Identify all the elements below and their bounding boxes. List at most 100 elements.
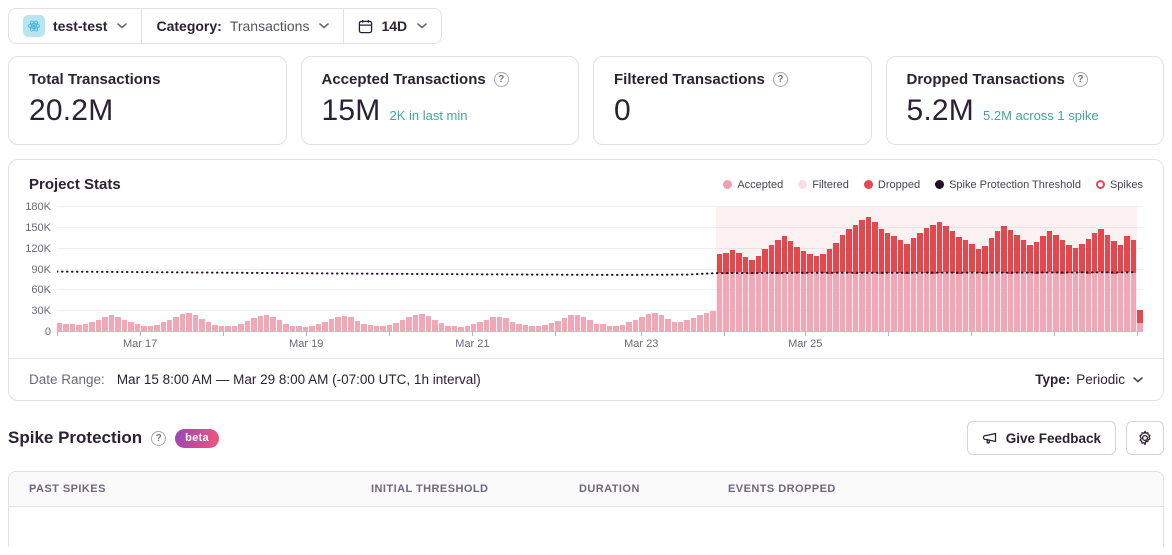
bar-accepted-segment xyxy=(723,273,729,332)
settings-button[interactable] xyxy=(1126,421,1164,455)
column-header-past-spikes: PAST SPIKES xyxy=(29,483,106,495)
bar-accepted-segment xyxy=(826,273,833,332)
chart-bar xyxy=(587,320,593,332)
bar-accepted-segment xyxy=(57,322,63,332)
bar-accepted-segment xyxy=(367,325,373,332)
chart-bar xyxy=(561,318,568,332)
filter-bar: test-test Category: Transactions 14D xyxy=(8,8,443,44)
bar-dropped-segment xyxy=(787,241,794,273)
bar-accepted-segment xyxy=(471,324,477,332)
chart-bar xyxy=(787,241,794,332)
y-axis-label: 30K xyxy=(31,305,51,318)
bar-accepted-segment xyxy=(1014,272,1020,332)
type-label: Type: xyxy=(1035,372,1071,387)
give-feedback-button[interactable]: Give Feedback xyxy=(966,421,1116,455)
chart-bar xyxy=(859,219,865,332)
x-axis-tick xyxy=(472,332,474,336)
bar-dropped-segment xyxy=(910,238,917,273)
bar-accepted-segment xyxy=(982,273,988,332)
chart-bar xyxy=(425,316,432,332)
table-header-row: PAST SPIKES INITIAL THRESHOLD DURATION E… xyxy=(9,472,1163,507)
help-icon[interactable]: ? xyxy=(151,430,167,446)
x-axis-tick xyxy=(970,332,972,336)
chart-bar xyxy=(471,324,477,332)
chart-bar xyxy=(373,325,380,332)
legend-item-spikes[interactable]: Spikes xyxy=(1095,179,1143,191)
bar-accepted-segment xyxy=(865,272,872,332)
bar-accepted-segment xyxy=(264,315,270,332)
date-period-selector[interactable]: 14D xyxy=(343,9,441,43)
chart-bar xyxy=(179,313,186,332)
chart-bar xyxy=(315,323,322,332)
chart-bar xyxy=(82,323,89,332)
bar-dropped-segment xyxy=(781,236,787,273)
bar-accepted-segment xyxy=(289,325,296,332)
bar-accepted-segment xyxy=(154,325,160,332)
bar-accepted-segment xyxy=(839,272,846,332)
chart: 0 30K 60K 90K 120K 150K 180K xyxy=(9,201,1163,338)
help-icon[interactable]: ? xyxy=(772,72,788,87)
chart-bar xyxy=(361,323,367,332)
bar-accepted-segment xyxy=(936,272,943,332)
legend-item-filtered[interactable]: Filtered xyxy=(798,179,849,191)
period-value: 14D xyxy=(381,18,408,34)
chart-bar xyxy=(522,325,529,332)
chart-bar xyxy=(1137,309,1143,332)
chart-bar xyxy=(57,322,63,332)
chart-bar xyxy=(1027,245,1033,332)
legend-item-dropped[interactable]: Dropped xyxy=(863,179,920,191)
bar-accepted-segment xyxy=(749,273,755,332)
bar-accepted-segment xyxy=(76,325,82,332)
bar-accepted-segment xyxy=(438,322,445,332)
x-axis-tick xyxy=(306,332,308,336)
bar-accepted-segment xyxy=(529,326,535,332)
chart-bar xyxy=(393,322,399,332)
bar-accepted-segment xyxy=(846,272,852,332)
bar-accepted-segment xyxy=(373,325,380,332)
type-selector[interactable]: Type: Periodic xyxy=(1035,372,1143,387)
chart-bar xyxy=(141,325,147,332)
bar-dropped-segment xyxy=(1040,236,1046,273)
chart-bar xyxy=(749,259,755,332)
project-selector[interactable]: test-test xyxy=(9,9,141,43)
bar-accepted-segment xyxy=(296,326,302,332)
bar-dropped-segment xyxy=(904,243,910,274)
chart-bar xyxy=(781,236,787,332)
chart-bar xyxy=(988,238,994,332)
chart-bar xyxy=(742,257,749,332)
bar-dropped-segment xyxy=(716,254,723,273)
chart-bar xyxy=(95,319,102,332)
bar-accepted-segment xyxy=(496,316,503,332)
chart-bar xyxy=(458,327,464,332)
chart-legend: Accepted Filtered Dropped Spike Protection … xyxy=(723,179,1143,191)
chart-bar xyxy=(335,316,341,332)
bar-accepted-segment xyxy=(697,315,703,332)
category-selector[interactable]: Category: Transactions xyxy=(141,9,343,43)
x-axis-tick xyxy=(805,332,807,336)
legend-item-accepted[interactable]: Accepted xyxy=(723,179,783,191)
table-body xyxy=(9,507,1163,547)
bar-accepted-segment xyxy=(962,272,969,332)
bar-accepted-segment xyxy=(1033,273,1040,332)
legend-item-spike-protection-threshold[interactable]: Spike Protection Threshold xyxy=(935,179,1081,191)
help-icon[interactable]: ? xyxy=(493,72,509,87)
bar-accepted-segment xyxy=(813,272,820,332)
chart-bar xyxy=(406,317,412,332)
chart-bar xyxy=(115,316,121,332)
bar-accepted-segment xyxy=(956,273,962,332)
chart-bar xyxy=(632,319,639,332)
bar-accepted-segment xyxy=(173,316,179,332)
help-icon[interactable]: ? xyxy=(1072,72,1088,87)
bar-accepted-segment xyxy=(833,272,839,332)
bar-accepted-segment xyxy=(522,325,529,332)
bar-accepted-segment xyxy=(619,325,626,332)
chart-bar xyxy=(535,326,542,332)
chart-bar xyxy=(257,316,263,332)
bar-dropped-segment xyxy=(897,240,904,273)
chart-bar xyxy=(186,313,192,332)
chart-title: Project Stats xyxy=(29,176,121,193)
bar-accepted-segment xyxy=(703,312,710,332)
chart-bar xyxy=(904,243,910,332)
chart-bar xyxy=(503,318,509,332)
